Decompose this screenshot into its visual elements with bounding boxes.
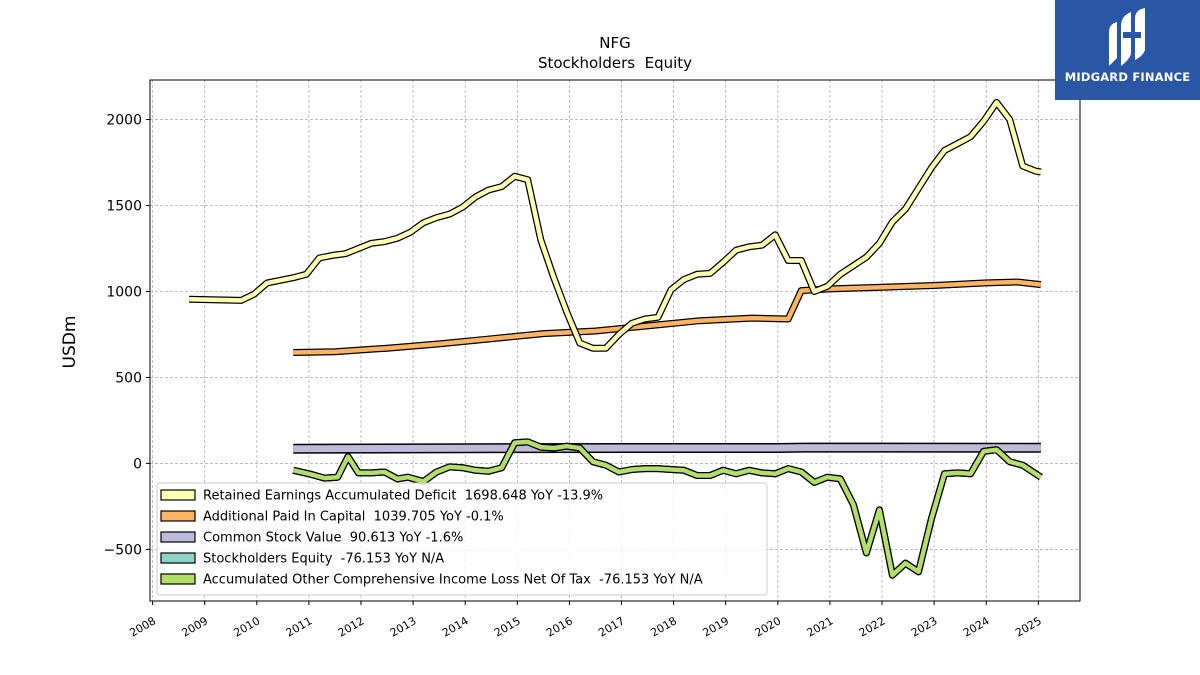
y-tick-label: 500: [115, 370, 142, 386]
y-tick-label: 1500: [106, 199, 142, 215]
legend-label-2: Common Stock Value 90.613 YoY -1.6%: [203, 531, 463, 546]
y-tick-label: −500: [104, 542, 142, 558]
legend-label-4: Accumulated Other Comprehensive Income L…: [203, 573, 703, 588]
chart-title: NFG: [599, 34, 630, 52]
legend-swatch-0: [160, 489, 196, 501]
series-line-1: [293, 279, 1042, 355]
grid: [150, 80, 1080, 601]
y-tick-label: 2000: [106, 113, 142, 129]
legend-swatch-1: [160, 510, 196, 522]
brand-name: MIDGARD FINANCE: [1064, 70, 1191, 84]
y-axis-label: USDm: [60, 316, 80, 369]
series-line-4: [292, 439, 1043, 578]
series-layer: [189, 98, 1043, 579]
legend: Retained Earnings Accumulated Deficit 16…: [156, 482, 768, 596]
legend-label-3: Stockholders Equity -76.153 YoY N/A: [203, 552, 444, 567]
legend-box: [156, 482, 768, 596]
legend-swatch-4: [160, 573, 196, 585]
series-line-0: [189, 100, 1042, 351]
legend-swatch-2: [160, 531, 196, 543]
plot-frame: [149, 79, 1081, 602]
legend-label-1: Additional Paid In Capital 1039.705 YoY …: [203, 510, 504, 525]
y-tick-label: 0: [133, 456, 142, 472]
brand-logo: MIDGARD FINANCE: [1055, 0, 1200, 100]
chart-subtitle: Stockholders Equity: [538, 54, 692, 72]
series-line-2: [293, 444, 1041, 453]
y-tick-label: 1000: [106, 284, 142, 300]
legend-label-0: Retained Earnings Accumulated Deficit 16…: [203, 489, 603, 504]
logo-mark-icon: [1109, 8, 1145, 66]
legend-swatch-3: [160, 552, 196, 564]
